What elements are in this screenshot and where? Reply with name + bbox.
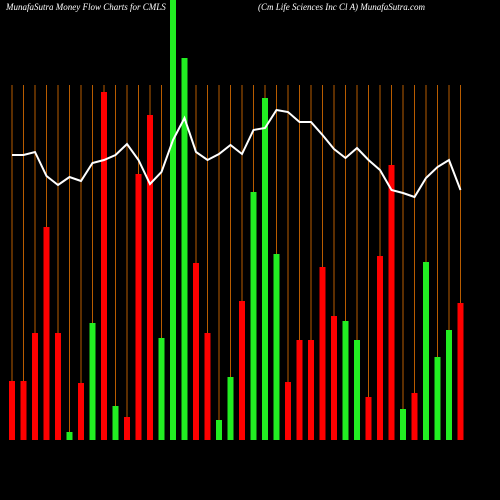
chart-subtitle: (Cm Life Sciences Inc Cl A) MunafaSutra.…: [258, 2, 426, 12]
bar: [331, 316, 337, 440]
bar: [342, 321, 349, 440]
bar: [135, 174, 142, 440]
bar: [78, 383, 84, 440]
bar: [158, 338, 165, 440]
bar: [388, 165, 395, 440]
bar: [227, 377, 234, 440]
bar: [457, 303, 464, 440]
bar: [124, 417, 130, 440]
bar: [32, 333, 38, 440]
bar: [101, 92, 107, 440]
bar: [112, 406, 119, 440]
bar: [411, 393, 418, 440]
bar: [147, 115, 153, 440]
bar: [181, 58, 188, 440]
bar: [250, 192, 257, 440]
bar: [400, 409, 406, 440]
bar: [43, 227, 50, 440]
bar: [377, 256, 383, 440]
bar: [66, 432, 73, 440]
bar: [434, 357, 441, 440]
bar: [365, 397, 372, 440]
bar: [354, 340, 360, 440]
bar: [446, 330, 452, 440]
bar: [170, 0, 176, 440]
bar: [204, 333, 211, 440]
bar: [216, 420, 222, 440]
bar: [89, 323, 96, 440]
chart-title: MunafaSutra Money Flow Charts for CMLS: [5, 2, 166, 12]
bar: [55, 333, 61, 440]
bar: [308, 340, 314, 440]
bar: [285, 382, 291, 440]
bar: [423, 262, 429, 440]
bar: [296, 340, 303, 440]
bar: [273, 254, 280, 440]
bar: [193, 263, 199, 440]
line: [12, 108, 462, 199]
bar: [262, 98, 268, 440]
bar: [20, 381, 27, 440]
bar: [319, 267, 326, 440]
bar: [239, 301, 245, 440]
bar: [9, 381, 15, 440]
